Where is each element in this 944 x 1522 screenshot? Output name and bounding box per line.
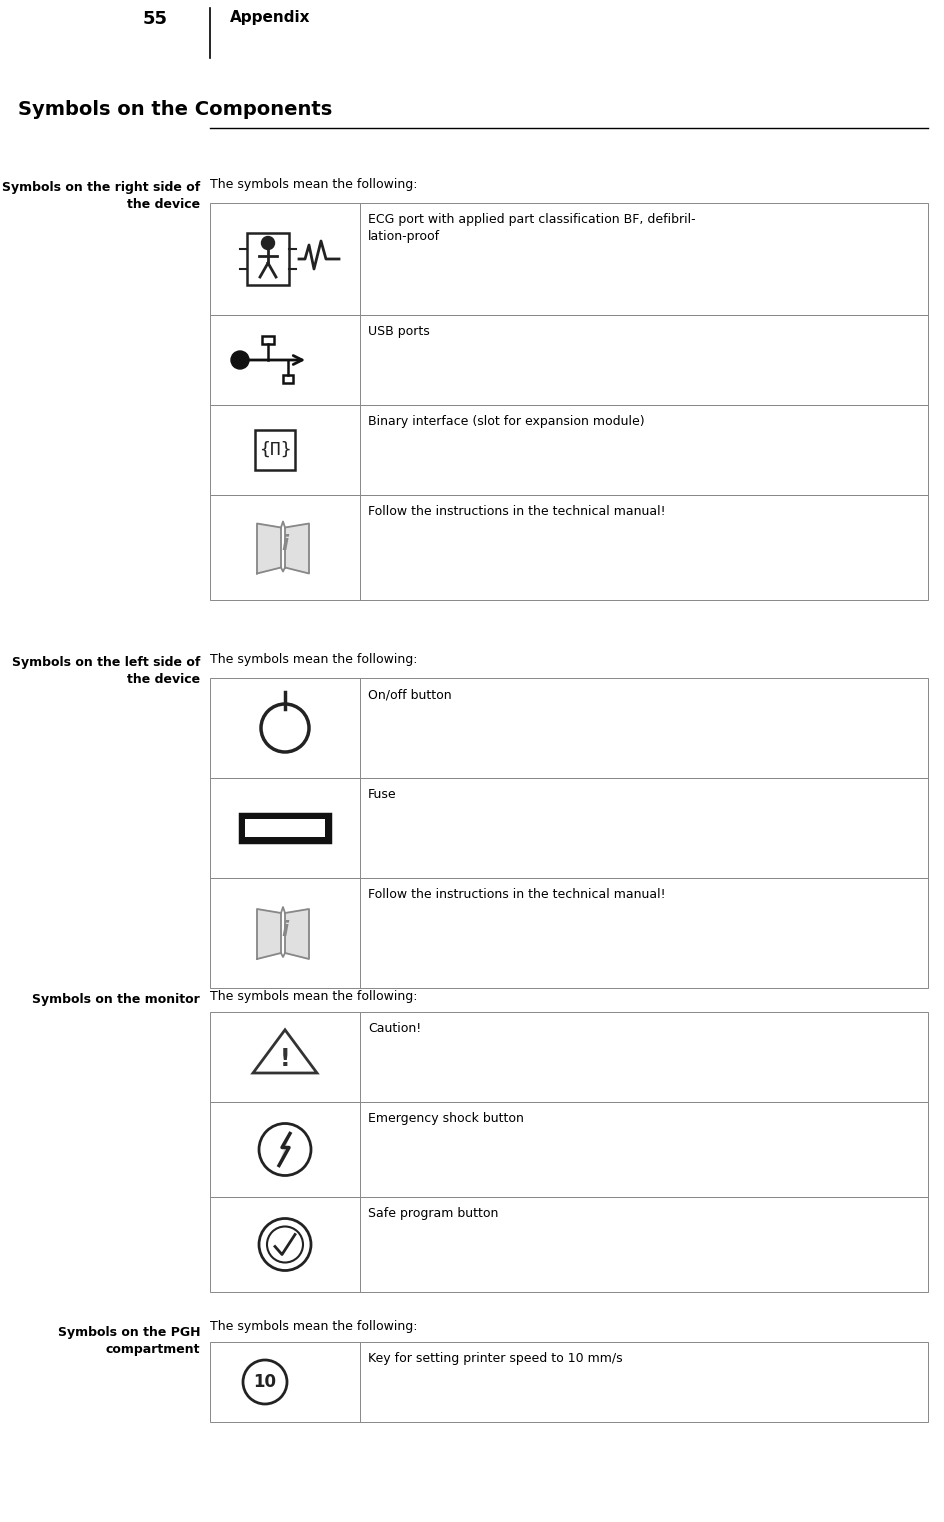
Bar: [210, 405, 927, 495]
Text: {Π}: {Π}: [259, 441, 291, 460]
Bar: [261, 336, 274, 344]
Text: The symbols mean the following:: The symbols mean the following:: [210, 653, 417, 667]
Text: The symbols mean the following:: The symbols mean the following:: [210, 178, 417, 190]
Bar: [210, 495, 927, 600]
Text: Safe program button: Safe program button: [367, 1207, 497, 1221]
Bar: [255, 431, 295, 470]
Bar: [210, 778, 927, 878]
Polygon shape: [285, 524, 309, 574]
Bar: [210, 1102, 927, 1196]
Bar: [210, 878, 927, 988]
Text: Symbols on the right side of
the device: Symbols on the right side of the device: [2, 181, 200, 212]
Text: USB ports: USB ports: [367, 326, 430, 338]
Text: i: i: [281, 534, 288, 554]
Polygon shape: [285, 909, 309, 959]
Text: !: !: [279, 1047, 290, 1071]
Polygon shape: [257, 909, 280, 959]
Text: Symbols on the monitor: Symbols on the monitor: [32, 992, 200, 1006]
Text: Symbols on the PGH
compartment: Symbols on the PGH compartment: [58, 1326, 200, 1356]
Text: Symbols on the Components: Symbols on the Components: [18, 100, 332, 119]
Text: Appendix: Appendix: [229, 11, 311, 24]
Bar: [240, 814, 329, 842]
Text: Binary interface (slot for expansion module): Binary interface (slot for expansion mod…: [367, 416, 644, 428]
Bar: [210, 315, 927, 405]
Bar: [246, 233, 289, 285]
Polygon shape: [278, 1134, 290, 1166]
Text: Key for setting printer speed to 10 mm/s: Key for setting printer speed to 10 mm/s: [367, 1352, 622, 1365]
Bar: [210, 1342, 927, 1422]
Text: The symbols mean the following:: The symbols mean the following:: [210, 1320, 417, 1333]
Text: Follow the instructions in the technical manual!: Follow the instructions in the technical…: [367, 887, 665, 901]
Text: Fuse: Fuse: [367, 788, 396, 801]
Text: Follow the instructions in the technical manual!: Follow the instructions in the technical…: [367, 505, 665, 517]
Text: 55: 55: [143, 11, 167, 27]
Text: Symbols on the left side of
the device: Symbols on the left side of the device: [11, 656, 200, 686]
Text: ECG port with applied part classification BF, defibril-
lation-proof: ECG port with applied part classificatio…: [367, 213, 695, 244]
Bar: [210, 1012, 927, 1102]
Text: The symbols mean the following:: The symbols mean the following:: [210, 989, 417, 1003]
Bar: [210, 677, 927, 778]
Circle shape: [230, 352, 248, 368]
Bar: [210, 1196, 927, 1292]
Bar: [282, 374, 293, 384]
Text: Caution!: Caution!: [367, 1021, 421, 1035]
Text: 10: 10: [253, 1373, 277, 1391]
Circle shape: [261, 236, 274, 250]
Bar: [210, 202, 927, 315]
Text: On/off button: On/off button: [367, 688, 451, 702]
Bar: [244, 819, 325, 837]
Polygon shape: [257, 524, 280, 574]
Text: Emergency shock button: Emergency shock button: [367, 1113, 523, 1125]
Text: i: i: [281, 919, 288, 941]
